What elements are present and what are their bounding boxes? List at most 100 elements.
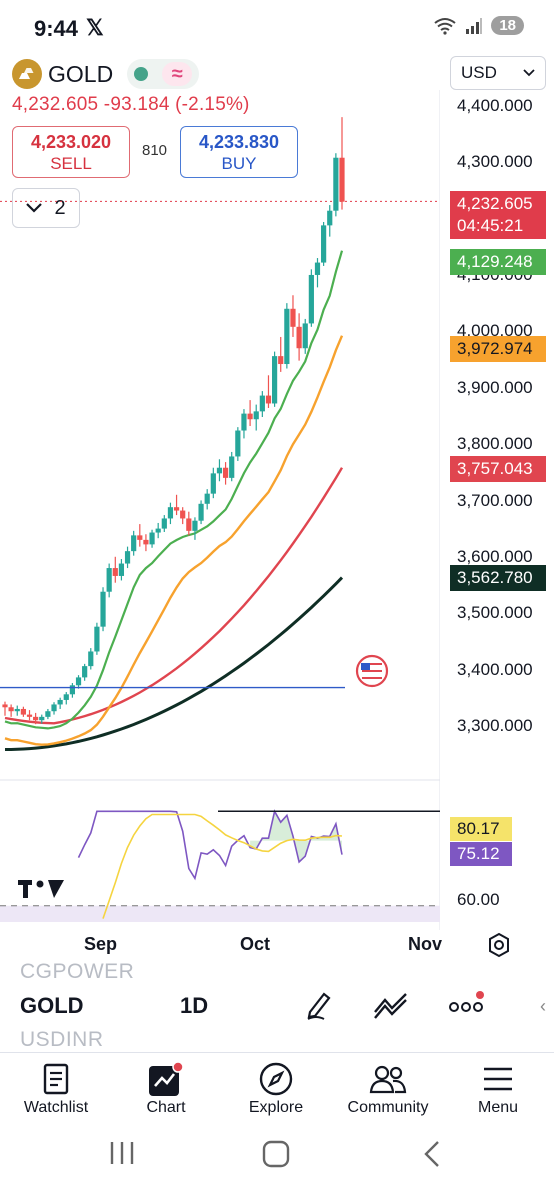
candle-body xyxy=(155,528,161,533)
indicator-count: 2 xyxy=(54,196,66,219)
tv-logo-stem xyxy=(23,880,28,898)
candle-body xyxy=(308,274,314,324)
rsi-level-label: 60.00 xyxy=(457,890,500,909)
ma4-tag: 3,562.780 xyxy=(450,565,546,591)
nav-watchlist[interactable]: Watchlist xyxy=(6,1059,106,1117)
recents-icon[interactable] xyxy=(108,1140,136,1166)
rsi-value-tag: 75.12 xyxy=(450,842,512,866)
price-tick-label: 3,900.000 xyxy=(457,377,533,397)
market-status-pill[interactable]: ≈ xyxy=(127,59,200,89)
candle-body xyxy=(112,568,118,576)
candle-body xyxy=(167,507,174,519)
chart-nav-icon xyxy=(149,1061,184,1096)
price-tick-label: 3,500.000 xyxy=(457,603,533,623)
price-chart[interactable] xyxy=(0,90,440,930)
nav-chart[interactable]: Chart xyxy=(116,1059,216,1117)
rsi-line xyxy=(77,809,343,881)
candle-body xyxy=(272,356,278,404)
ma2-tag: 3,972.974 xyxy=(450,336,546,362)
candle-body xyxy=(88,651,94,667)
sell-label: SELL xyxy=(50,154,92,173)
watchlist-prev-symbol[interactable]: CGPOWER xyxy=(20,960,135,983)
sell-price: 4,233.020 xyxy=(30,132,112,152)
candle-body xyxy=(63,694,69,700)
currency-select[interactable]: USD xyxy=(450,56,546,90)
candle-body xyxy=(57,699,63,705)
candle-body xyxy=(137,535,143,540)
candle-body xyxy=(82,666,88,678)
candle-body xyxy=(241,413,247,431)
nav-watchlist-label: Watchlist xyxy=(23,1099,89,1116)
candle-body xyxy=(69,685,75,695)
nav-community-label: Community xyxy=(347,1099,429,1116)
notification-count-badge: 18 xyxy=(491,16,524,35)
bar-countdown: 04:45:21 xyxy=(457,216,524,235)
candle-body xyxy=(314,262,321,275)
buy-button[interactable]: 4,233.830 BUY xyxy=(180,126,298,178)
candle-body xyxy=(247,413,253,420)
candle-body xyxy=(204,493,210,504)
candle-body xyxy=(222,467,229,478)
nav-menu[interactable]: Menu xyxy=(448,1059,548,1117)
home-icon[interactable] xyxy=(262,1140,290,1168)
time-label-sep: Sep xyxy=(84,934,118,954)
indicators-toggle-button[interactable]: 2 xyxy=(12,188,80,228)
compass-icon xyxy=(259,1062,293,1096)
candle-body xyxy=(186,518,192,531)
status-bar: 9:44 𝕏 18 xyxy=(0,0,554,58)
toolbar-symbol[interactable]: GOLD xyxy=(20,993,84,1018)
candle-body xyxy=(180,510,186,519)
rsi-ma-tag: 80.17 xyxy=(450,817,512,841)
candle-body xyxy=(327,210,333,226)
back-icon[interactable] xyxy=(420,1140,444,1168)
ma-line-green xyxy=(4,250,344,730)
candle-body xyxy=(118,563,125,576)
tv-logo-dot xyxy=(36,880,44,888)
chevron-down-icon xyxy=(26,203,43,213)
rsi-overbought-fill xyxy=(250,811,342,862)
candle-body xyxy=(106,568,112,592)
symbol-header[interactable]: GOLD ≈ xyxy=(12,58,200,90)
candle-body xyxy=(265,395,272,404)
wave-icon: ≈ xyxy=(162,62,193,86)
candle-body xyxy=(259,395,265,412)
more-options-icon[interactable] xyxy=(448,988,488,1022)
toolbar-scroll-arrow-icon[interactable]: ‹ xyxy=(540,996,546,1016)
gold-logo-icon xyxy=(12,59,42,89)
candle-body xyxy=(333,157,339,211)
candle-body xyxy=(131,535,137,552)
last-price-value: 4,232.605 xyxy=(457,194,533,213)
price-tick-label: 3,300.000 xyxy=(457,716,533,735)
candle-body xyxy=(296,326,302,349)
nav-community[interactable]: Community xyxy=(338,1059,438,1117)
ma1-tag: 4,129.248 xyxy=(450,249,546,275)
status-icons: 18 xyxy=(433,16,524,35)
price-tick-label: 4,400.000 xyxy=(457,96,533,115)
ma-line-red xyxy=(4,467,344,725)
drawing-pencil-icon[interactable] xyxy=(302,988,336,1022)
x-app-icon: 𝕏 xyxy=(86,15,104,40)
rsi-band xyxy=(0,905,440,922)
price-tick-label: 4,300.000 xyxy=(457,152,533,172)
candle-body xyxy=(149,532,155,545)
symbol-name[interactable]: GOLD xyxy=(48,60,114,87)
price-tick-label: 4,000.000 xyxy=(457,321,533,341)
chart-settings-icon[interactable] xyxy=(486,932,512,958)
candle-body xyxy=(253,411,259,420)
price-tick-label: 3,700.000 xyxy=(457,490,533,510)
menu-icon xyxy=(484,1067,512,1091)
sell-button[interactable]: 4,233.020 SELL xyxy=(12,126,130,178)
candle-body xyxy=(124,551,131,564)
candle-body xyxy=(143,539,149,545)
rsi-ma-line xyxy=(102,813,343,919)
toolbar-interval[interactable]: 1D xyxy=(180,993,209,1018)
nav-explore[interactable]: Explore xyxy=(226,1059,326,1117)
status-time: 9:44 xyxy=(34,16,79,41)
ma-line-dark xyxy=(5,576,344,751)
candle-body xyxy=(216,467,223,474)
candle-body xyxy=(161,518,167,529)
watchlist-next-symbol[interactable]: USDINR xyxy=(20,1028,104,1051)
drawing-tools-icon[interactable] xyxy=(372,988,412,1022)
candle-body xyxy=(26,714,33,717)
candle-body xyxy=(51,704,57,712)
